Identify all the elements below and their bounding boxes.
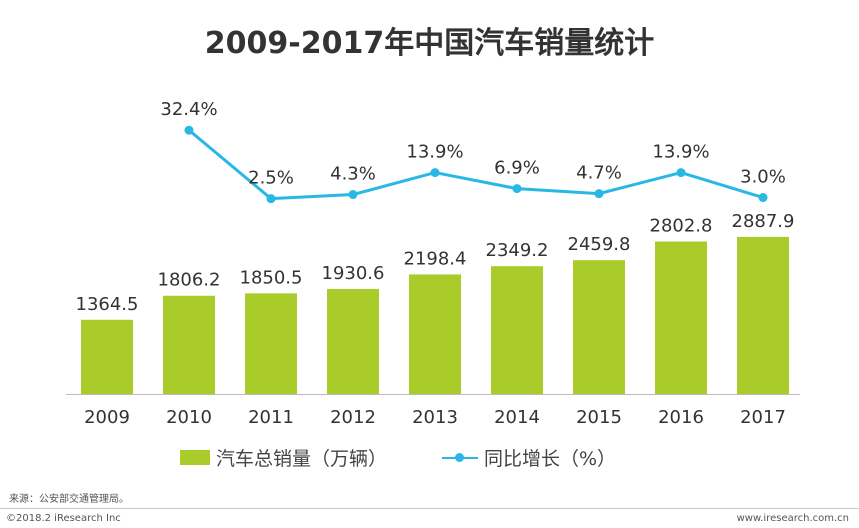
growth-label-2015: 4.7%	[576, 163, 622, 184]
bar-2012	[327, 288, 379, 394]
growth-point-2016	[676, 168, 686, 178]
x-tick-label-2015: 2015	[576, 407, 622, 428]
bar-value-label-2011: 1850.5	[240, 267, 303, 288]
x-tick-label-2011: 2011	[248, 407, 294, 428]
growth-label-2016: 13.9%	[652, 142, 709, 163]
bar-value-label-2009: 1364.5	[76, 294, 139, 315]
chart-title: 2009-2017年中国汽车销量统计	[204, 26, 655, 61]
bar-2011	[245, 293, 297, 394]
growth-point-2013	[430, 168, 440, 178]
bar-2017	[737, 236, 789, 394]
bar-value-label-2015: 2459.8	[568, 234, 631, 255]
bar-value-label-2013: 2198.4	[404, 248, 467, 269]
growth-label-2011: 2.5%	[248, 168, 294, 189]
growth-line	[188, 129, 764, 201]
bar-value-label-2014: 2349.2	[486, 240, 549, 261]
legend-label-sales: 汽车总销量（万辆）	[216, 448, 388, 470]
growth-label-2012: 4.3%	[330, 164, 376, 185]
growth-point-2012	[348, 190, 358, 200]
bar-2010	[163, 295, 215, 394]
footer-website[interactable]: www.iresearch.com.cn	[736, 513, 849, 524]
x-tick-label-2009: 2009	[84, 407, 130, 428]
legend-item-sales: 汽车总销量（万辆）	[180, 444, 387, 471]
footer-divider	[0, 508, 859, 509]
bar-value-label-2010: 1806.2	[158, 270, 221, 291]
growth-point-2017	[758, 193, 768, 203]
bar-2015	[573, 260, 625, 394]
bar-2009	[81, 319, 133, 394]
growth-point-2011	[266, 194, 276, 204]
legend-line-swatch	[442, 450, 478, 465]
footer-source: 来源：公安部交通管理局。	[9, 494, 129, 505]
legend-item-growth: 同比增长（%）	[442, 444, 616, 471]
bar-2016	[655, 241, 707, 394]
growth-point-2015	[594, 189, 604, 199]
growth-label-2010: 32.4%	[160, 99, 217, 120]
growth-label-2014: 6.9%	[494, 158, 540, 179]
footer-copyright: ©2018.2 iResearch Inc	[6, 513, 121, 524]
bar-value-label-2017: 2887.9	[732, 211, 795, 232]
x-tick-label-2017: 2017	[740, 407, 786, 428]
growth-point-2014	[512, 184, 522, 194]
x-tick-label-2013: 2013	[412, 407, 458, 428]
legend-label-growth: 同比增长（%）	[484, 448, 617, 470]
legend-bar-swatch	[180, 450, 210, 465]
growth-label-2017: 3.0%	[740, 167, 786, 188]
bar-value-label-2016: 2802.8	[650, 216, 713, 237]
x-tick-label-2010: 2010	[166, 407, 212, 428]
growth-label-2013: 13.9%	[406, 142, 463, 163]
x-tick-label-2012: 2012	[330, 407, 376, 428]
bar-value-label-2012: 1930.6	[322, 263, 385, 284]
x-tick-label-2014: 2014	[494, 407, 540, 428]
bar-2013	[409, 274, 461, 394]
x-tick-label-2016: 2016	[658, 407, 704, 428]
growth-point-2010	[184, 125, 194, 135]
bar-2014	[491, 266, 543, 394]
